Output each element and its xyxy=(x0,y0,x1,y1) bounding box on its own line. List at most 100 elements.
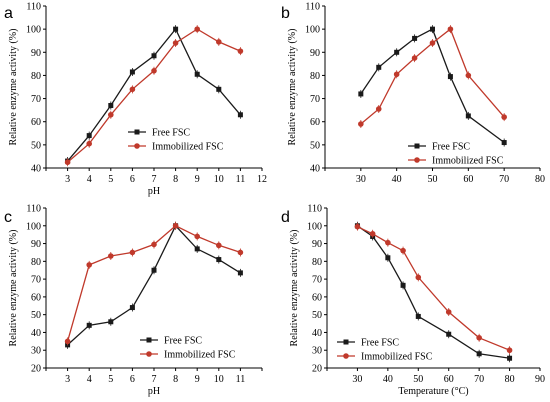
x-tick-label: 4 xyxy=(87,174,92,185)
y-tick-label: 90 xyxy=(310,48,320,59)
data-point xyxy=(394,49,400,55)
data-point xyxy=(507,355,513,361)
legend-label: Free FSC xyxy=(361,338,399,349)
series-line xyxy=(360,28,505,125)
data-point xyxy=(415,274,422,281)
series-immobilized xyxy=(64,25,244,167)
x-axis-title: Temperature (°C) xyxy=(398,386,468,397)
panel-b: b 40 50 60 70 80 90 100 110 30 40 50 60 70 80 Relative … xyxy=(281,2,545,186)
data-point xyxy=(216,242,222,249)
x-tick-label: 11 xyxy=(236,174,246,185)
y-tick-label: 90 xyxy=(31,239,41,250)
legend-marker xyxy=(343,339,349,345)
x-tick-label: 7 xyxy=(152,374,157,385)
data-point xyxy=(385,255,391,261)
legend-marker xyxy=(146,337,152,343)
y-tick-label: 40 xyxy=(31,164,41,175)
data-point xyxy=(194,71,200,77)
y-tick-label: 50 xyxy=(31,310,41,321)
y-tick-label: 100 xyxy=(26,221,41,232)
y-axis-title: Relative enzyme activity (%) xyxy=(8,29,19,146)
legend: Free FSC Immobilized FSC xyxy=(128,128,224,153)
legend: Free FSC Immobilized FSC xyxy=(337,338,433,363)
x-tick-label: 30 xyxy=(352,374,362,385)
y-tick-label: 70 xyxy=(312,275,322,286)
x-tick-label: 10 xyxy=(214,174,224,185)
x-axis-title: pH xyxy=(148,186,160,197)
y-tick-label: 60 xyxy=(31,292,41,303)
data-point xyxy=(86,322,92,328)
legend-label: Immobilized FSC xyxy=(152,142,224,153)
data-point xyxy=(376,64,382,70)
data-point xyxy=(64,338,71,345)
y-tick-label: 60 xyxy=(310,117,320,128)
x-tick-label: 30 xyxy=(356,174,366,185)
series-immobilized xyxy=(64,221,244,346)
legend: Free FSC Immobilized FSC xyxy=(408,142,504,167)
x-tick-label: 40 xyxy=(383,374,393,385)
data-point xyxy=(412,35,418,41)
panel-letter: b xyxy=(281,5,290,22)
legend-label: Immobilized FSC xyxy=(164,350,236,361)
y-tick-label: 90 xyxy=(312,239,322,250)
data-point xyxy=(216,257,222,263)
data-point xyxy=(237,249,244,256)
series-free xyxy=(358,25,507,147)
data-point xyxy=(129,249,136,256)
y-tick-label: 70 xyxy=(310,94,320,105)
legend-marker xyxy=(343,353,349,359)
data-point xyxy=(64,159,71,166)
legend-marker xyxy=(134,129,140,135)
y-tick-label: 60 xyxy=(31,117,41,128)
legend-label: Free FSC xyxy=(432,142,470,153)
series-line xyxy=(357,225,510,359)
data-point xyxy=(445,309,452,315)
x-tick-label: 70 xyxy=(499,174,509,185)
y-tick-label: 90 xyxy=(31,48,41,59)
panel-d: d 20 30 40 50 60 70 80 90 100 110 30 40 50 60 70 80 90 Tem… xyxy=(281,204,545,398)
legend-label: Free FSC xyxy=(152,128,190,139)
y-tick-label: 20 xyxy=(31,364,41,375)
data-point xyxy=(172,40,179,46)
data-point xyxy=(129,305,135,311)
legend-label: Free FSC xyxy=(164,336,202,347)
data-point xyxy=(108,111,114,118)
data-point xyxy=(415,313,421,319)
y-tick-label: 30 xyxy=(31,346,41,357)
data-point xyxy=(129,86,136,93)
x-tick-label: 50 xyxy=(413,374,423,385)
y-tick-label: 110 xyxy=(307,204,322,215)
data-point xyxy=(129,69,135,75)
y-tick-label: 40 xyxy=(31,328,41,339)
y-tick-label: 40 xyxy=(310,164,320,175)
data-point xyxy=(446,331,452,337)
x-tick-label: 80 xyxy=(505,374,515,385)
data-point xyxy=(501,114,507,120)
data-point xyxy=(465,72,472,79)
data-point xyxy=(86,133,92,139)
data-point xyxy=(429,40,436,46)
y-tick-label: 100 xyxy=(307,221,322,232)
legend-marker xyxy=(134,143,140,149)
data-point xyxy=(385,239,391,246)
series-line xyxy=(360,28,505,144)
data-point xyxy=(172,222,179,229)
data-point xyxy=(173,26,179,32)
y-axis-title: Relative enzyme activity (%) xyxy=(8,230,19,347)
y-tick-label: 50 xyxy=(310,140,320,151)
data-point xyxy=(393,71,400,78)
series-immobilized xyxy=(354,222,513,355)
legend-label: Immobilized FSC xyxy=(361,352,433,363)
data-point xyxy=(476,351,482,357)
x-tick-label: 11 xyxy=(236,374,246,385)
x-tick-label: 70 xyxy=(474,374,484,385)
y-tick-label: 60 xyxy=(312,292,322,303)
x-tick-label: 9 xyxy=(195,174,200,185)
data-point xyxy=(108,103,114,109)
x-tick-label: 8 xyxy=(173,174,178,185)
data-point xyxy=(447,74,453,80)
data-point xyxy=(194,233,200,240)
data-point xyxy=(237,48,244,54)
panel-letter: a xyxy=(4,5,13,22)
data-point xyxy=(465,113,471,119)
